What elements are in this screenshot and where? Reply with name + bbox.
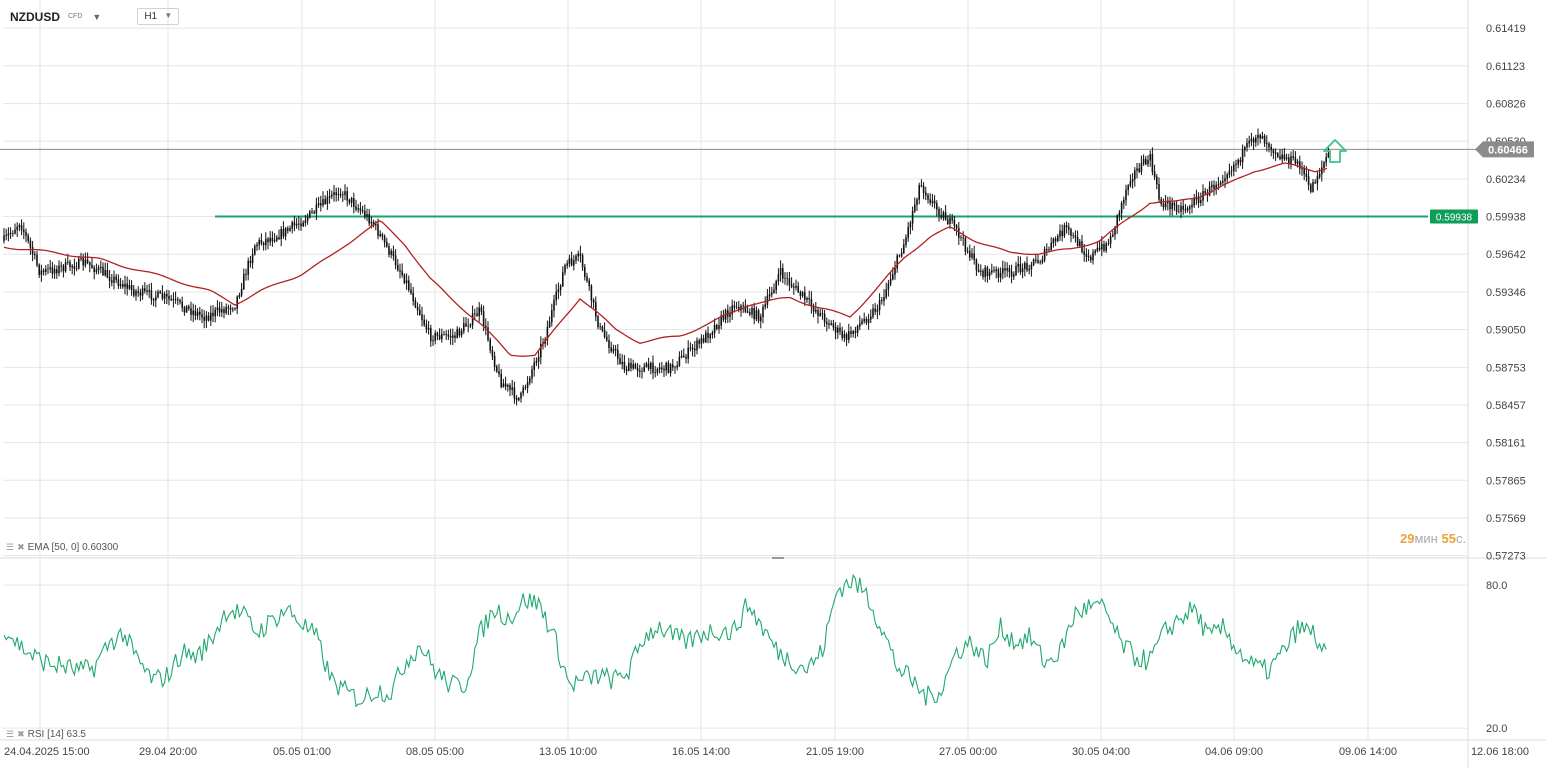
time-tick-label: 12.06 18:00 bbox=[1471, 746, 1529, 758]
price-tick-label: 0.59642 bbox=[1486, 249, 1526, 261]
indicator-menu-icon[interactable]: ☰ bbox=[6, 729, 15, 739]
timer-seconds: 55 bbox=[1441, 531, 1456, 546]
price-tick-label: 0.59050 bbox=[1486, 325, 1526, 337]
indicator-menu-icon[interactable]: ☰ bbox=[6, 542, 15, 552]
time-tick-label: 13.05 10:00 bbox=[539, 746, 597, 758]
price-tick-label: 0.60826 bbox=[1486, 99, 1526, 111]
time-tick-label: 29.04 20:00 bbox=[139, 746, 197, 758]
price-tick-label: 0.59346 bbox=[1486, 287, 1526, 299]
buy-signal-arrow-icon bbox=[1323, 139, 1347, 163]
price-tick-label: 0.60234 bbox=[1486, 174, 1526, 186]
timer-minutes: 29 bbox=[1400, 531, 1415, 546]
timer-minutes-unit: мин bbox=[1414, 531, 1438, 546]
time-tick-label: 21.05 19:00 bbox=[806, 746, 864, 758]
support-price-badge bbox=[1430, 209, 1478, 224]
symbol-type-label: CFD bbox=[68, 13, 83, 20]
time-tick-label: 27.05 00:00 bbox=[939, 746, 997, 758]
timeframe-select[interactable]: H1 ▼ bbox=[137, 8, 180, 25]
symbol-name: NZDUSD bbox=[10, 9, 60, 24]
current-price-badge bbox=[1475, 141, 1534, 158]
rsi-tick-label: 20.0 bbox=[1486, 723, 1507, 735]
time-tick-label: 24.04.2025 15:00 bbox=[4, 746, 90, 758]
candlestick-series bbox=[3, 128, 1330, 406]
indicator-close-icon[interactable]: ✖ bbox=[17, 542, 25, 552]
price-tick-label: 0.57569 bbox=[1486, 513, 1526, 525]
time-tick-label: 30.05 04:00 bbox=[1072, 746, 1130, 758]
time-tick-label: 09.06 14:00 bbox=[1339, 746, 1397, 758]
timeframe-value: H1 bbox=[144, 11, 158, 22]
time-tick-label: 08.05 05:00 bbox=[406, 746, 464, 758]
price-tick-label: 0.59938 bbox=[1486, 212, 1526, 224]
price-tick-label: 0.57273 bbox=[1486, 551, 1526, 563]
rsi-indicator-legend: ☰ ✖ RSI [14] 63.5 bbox=[6, 729, 86, 740]
current-price-label: 0.60466 bbox=[1488, 144, 1528, 156]
timer-seconds-unit: с. bbox=[1455, 531, 1467, 546]
rsi-tick-label: 80.0 bbox=[1486, 580, 1507, 592]
rsi-line bbox=[3, 573, 1327, 708]
price-tick-label: 0.58457 bbox=[1486, 400, 1526, 412]
ema-indicator-label: EMA [50, 0] 0.60300 bbox=[27, 542, 119, 553]
timeframe-chevron-icon: ▼ bbox=[164, 11, 173, 20]
price-tick-label: 0.61123 bbox=[1486, 61, 1525, 73]
price-tick-label: 0.58161 bbox=[1486, 438, 1526, 450]
ema-line bbox=[3, 162, 1328, 357]
time-tick-label: 16.05 14:00 bbox=[672, 746, 730, 758]
symbol-dropdown-chevron-icon[interactable]: ▼ bbox=[92, 11, 102, 22]
price-tick-label: 0.58753 bbox=[1486, 362, 1526, 374]
candle-countdown-timer: 29мин 55с. bbox=[1400, 531, 1466, 546]
price-tick-label: 0.57865 bbox=[1486, 475, 1526, 487]
support-price-label: 0.59938 bbox=[1436, 213, 1473, 224]
rsi-indicator-label: RSI [14] 63.5 bbox=[27, 729, 86, 740]
price-tick-label: 0.61419 bbox=[1486, 23, 1526, 35]
time-tick-label: 04.06 09:00 bbox=[1205, 746, 1263, 758]
ema-indicator-legend: ☰ ✖ EMA [50, 0] 0.60300 bbox=[6, 542, 118, 553]
pane-resize-handle[interactable] bbox=[772, 557, 784, 559]
indicator-close-icon[interactable]: ✖ bbox=[17, 729, 25, 739]
time-tick-label: 05.05 01:00 bbox=[273, 746, 331, 758]
chart-toolbar: NZDUSD CFD ▼ H1 ▼ bbox=[10, 8, 180, 25]
